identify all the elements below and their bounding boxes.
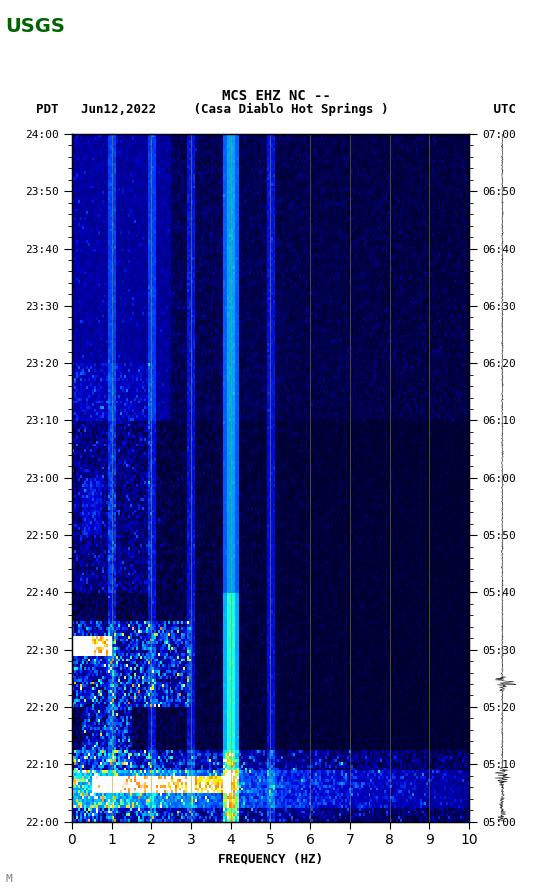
Text: MCS EHZ NC --: MCS EHZ NC -- [221, 88, 331, 103]
Text: USGS: USGS [6, 17, 65, 37]
X-axis label: FREQUENCY (HZ): FREQUENCY (HZ) [218, 853, 323, 866]
Text: M: M [6, 874, 12, 884]
Bar [6, 4, 18, 49]
Text: PDT   Jun12,2022     (Casa Diablo Hot Springs )              UTC: PDT Jun12,2022 (Casa Diablo Hot Springs … [36, 103, 516, 116]
Bar [6, 4, 29, 49]
